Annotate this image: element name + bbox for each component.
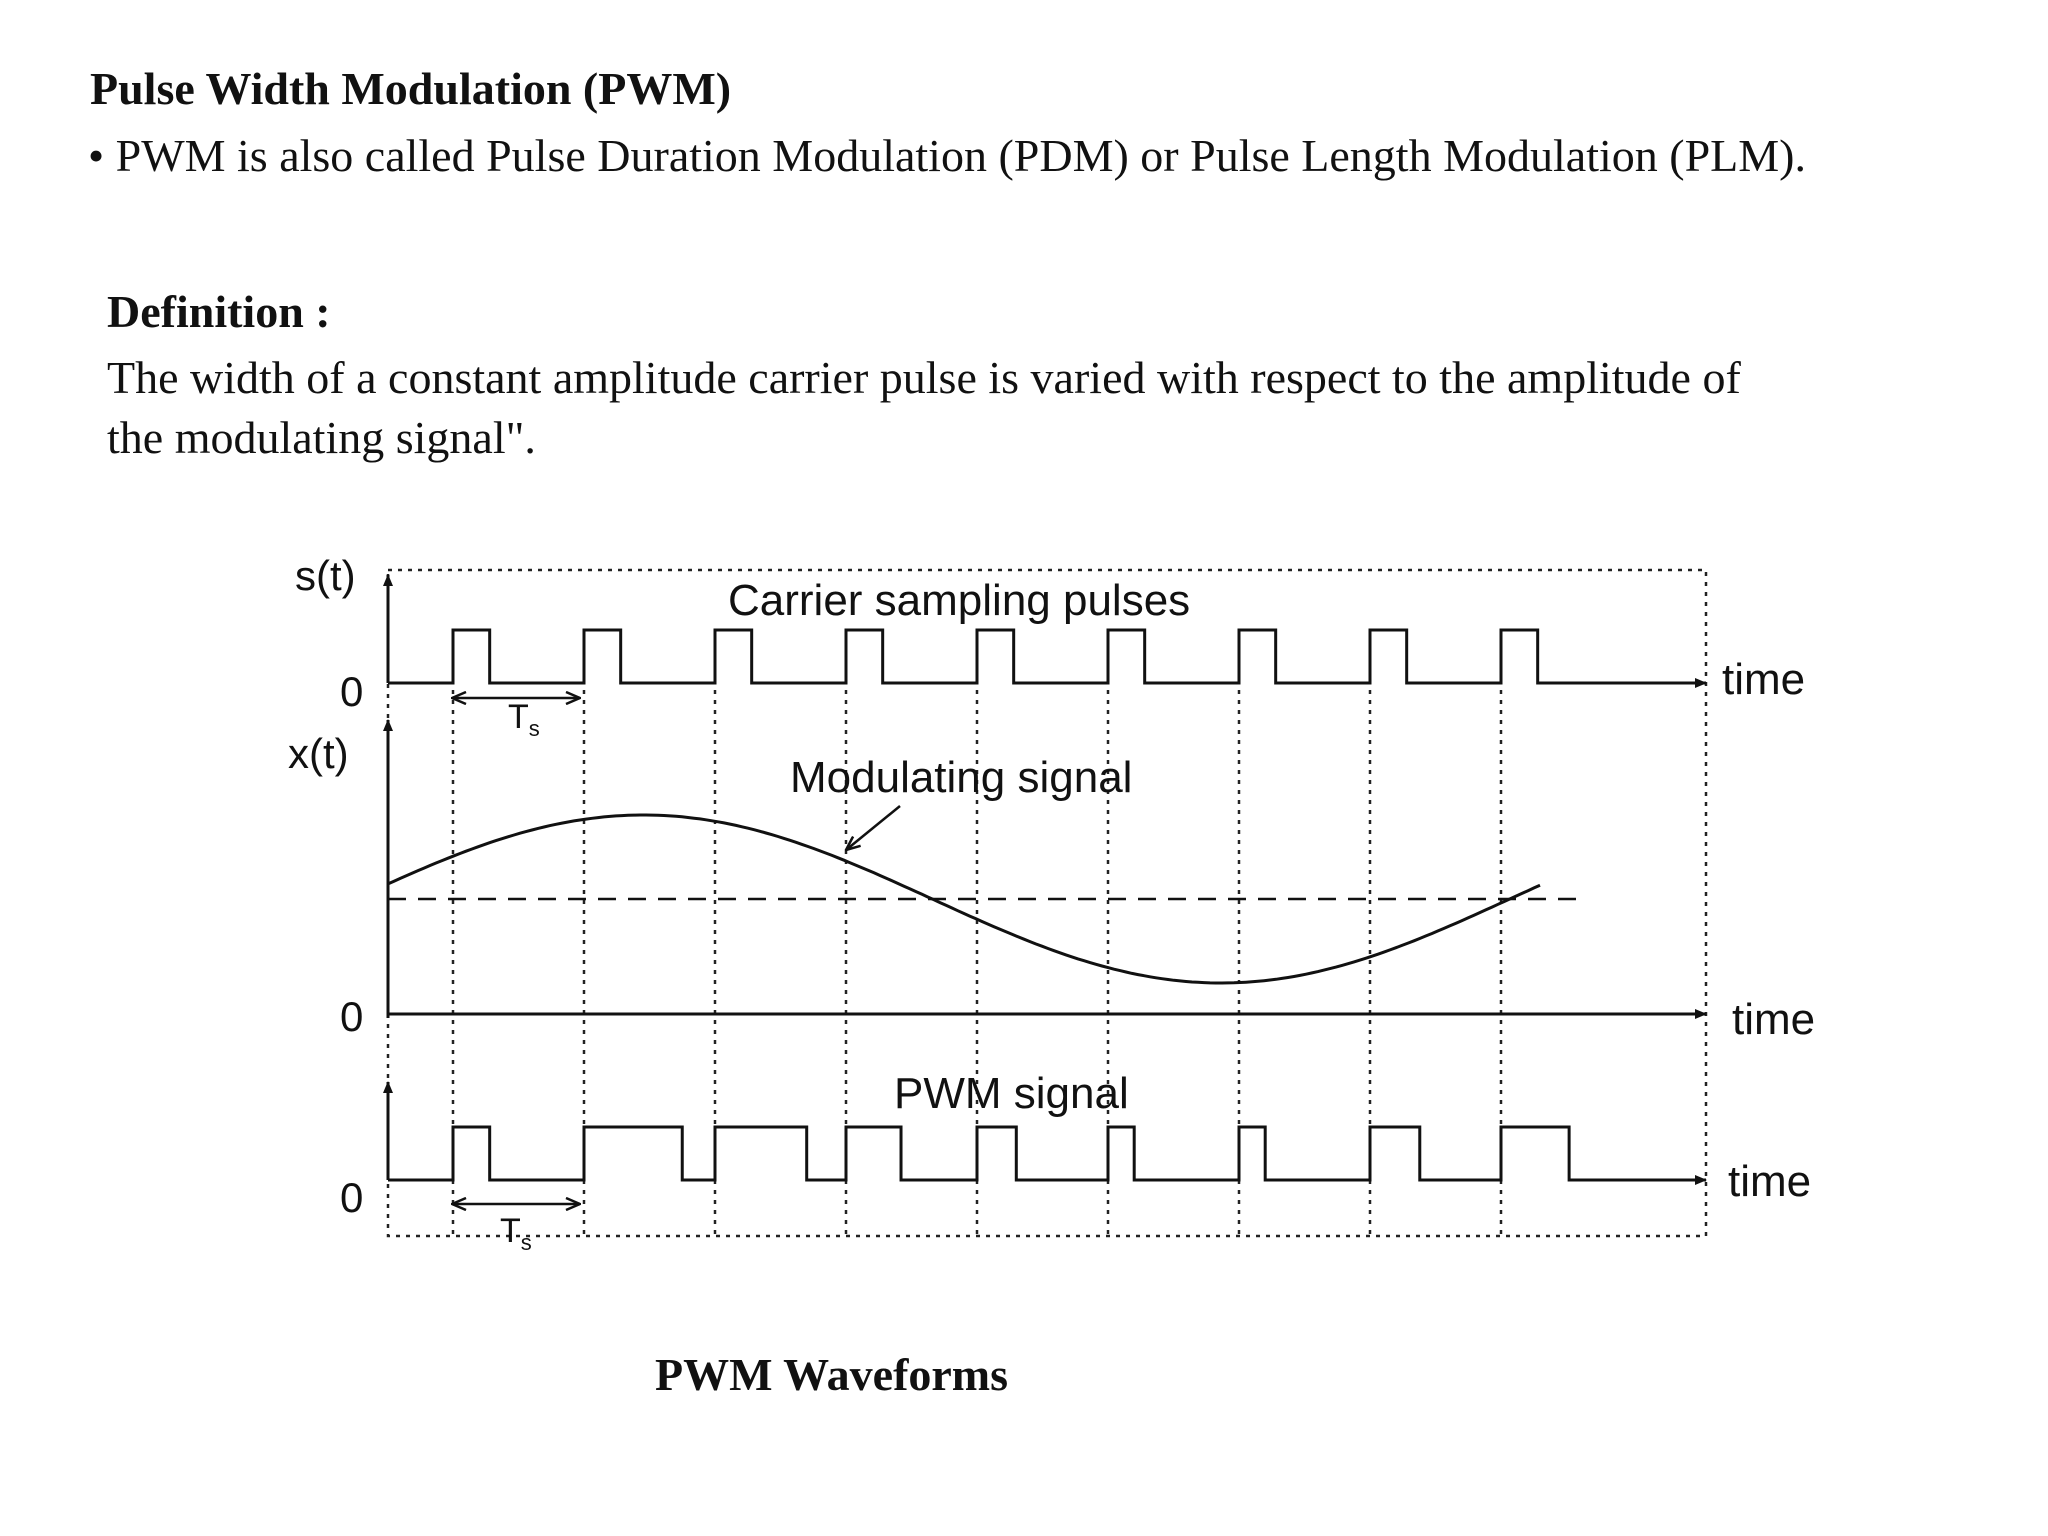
x-axis-label: x(t) xyxy=(288,730,349,777)
definition-text: The width of a constant amplitude carrie… xyxy=(107,352,1741,463)
carrier-label: Carrier sampling pulses xyxy=(728,576,1190,625)
definition-heading: Definition : xyxy=(107,286,331,337)
page-title: Pulse Width Modulation (PWM) xyxy=(90,63,732,114)
time-label-carrier: time xyxy=(1722,655,1805,704)
pwm-period-label: Ts xyxy=(500,1212,532,1255)
pwm-label: PWM signal xyxy=(894,1069,1129,1118)
figure-caption: PWM Waveforms xyxy=(655,1349,1009,1400)
modulating-pointer-arrow xyxy=(846,805,901,850)
pwm-signal-waveform xyxy=(388,1125,1707,1185)
dotted-frame xyxy=(386,568,1708,1238)
pwm-alias-bullet: • PWM is also called Pulse Duration Modu… xyxy=(88,130,1806,181)
sampling-gridlines xyxy=(451,690,1503,1236)
pwm-zero-label: 0 xyxy=(340,1174,363,1221)
s-axis-label: s(t) xyxy=(295,552,356,599)
modulating-label: Modulating signal xyxy=(790,753,1132,802)
modulating-signal-curve xyxy=(387,813,1541,985)
s-zero-label: 0 xyxy=(340,668,363,715)
time-label-modulating: time xyxy=(1732,995,1815,1044)
x-zero-label: 0 xyxy=(340,993,363,1040)
carrier-sampling-pulses xyxy=(388,628,1707,688)
carrier-period-label: Ts xyxy=(508,698,540,741)
time-label-pwm: time xyxy=(1728,1157,1811,1206)
